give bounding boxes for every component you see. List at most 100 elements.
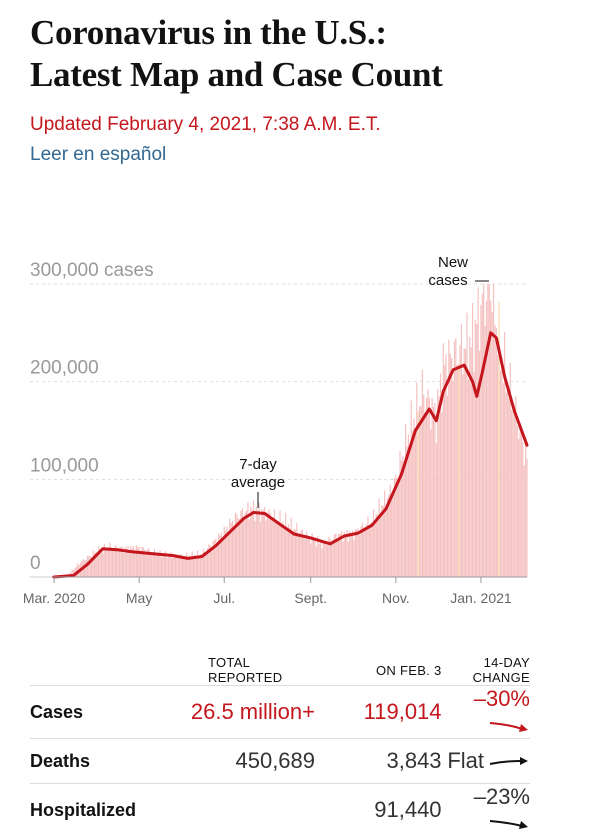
spanish-link[interactable]: Leer en español [30,144,166,166]
daily-bar [466,313,467,577]
daily-bar [157,553,158,577]
daily-bar [465,349,466,577]
daily-bar [352,530,353,577]
daily-bar [309,537,310,577]
daily-bar [397,479,398,577]
daily-bar [519,425,520,577]
headline: Coronavirus in the U.S.: Latest Map and … [30,12,580,96]
daily-bar [197,550,198,577]
daily-bar [331,542,332,577]
daily-bar [256,507,257,577]
daily-bar [461,324,462,577]
daily-bar [387,498,388,577]
daily-bar [211,548,212,577]
daily-bar [282,521,283,577]
daily-bar [451,358,452,577]
cases-change-cell: –30% [442,686,530,739]
cases-on-date: 119,014 [327,686,442,739]
headline-line-1: Coronavirus in the U.S.: [30,12,580,54]
daily-bar [166,558,167,577]
daily-bar [373,509,374,577]
daily-bar [458,364,459,577]
daily-bar [175,555,176,577]
daily-bar [344,532,345,577]
daily-bar [415,430,416,577]
daily-bar [218,533,219,577]
daily-bar [450,353,451,577]
daily-bar [398,479,399,577]
daily-bar [85,560,86,577]
daily-bar [105,549,106,577]
daily-bar [112,549,113,577]
daily-bar [155,556,156,577]
daily-bar [222,541,223,577]
daily-bar [391,499,392,577]
header-total-reported: TOTAL REPORTED [136,655,327,686]
daily-bar [411,401,412,577]
daily-bar [310,544,311,577]
daily-bar [281,525,282,577]
stats-table: TOTAL REPORTED ON FEB. 3 14-DAY CHANGE C… [30,655,530,836]
daily-bar [366,524,367,577]
cases-change: –30% [474,686,530,711]
daily-bar [359,535,360,577]
x-tick-label: Jan. 2021 [450,590,512,606]
daily-bar [263,510,264,577]
daily-bar [325,543,326,577]
daily-bar [518,439,519,577]
daily-bar [438,396,439,577]
daily-bar [261,509,262,577]
daily-bar [164,555,165,577]
daily-bar [161,557,162,577]
daily-bar [203,549,204,577]
daily-bar [183,557,184,577]
daily-bar [199,555,200,577]
daily-bar [190,558,191,577]
y-tick-label: 100,000 [30,455,99,476]
daily-bar [296,523,297,577]
daily-bar [145,552,146,577]
daily-bar [243,519,244,577]
daily-bar [427,389,428,577]
daily-bar [182,556,183,577]
daily-bar [526,459,527,577]
daily-bar [459,345,460,577]
daily-bar [406,446,407,577]
daily-bar [316,547,317,577]
daily-bar [422,370,423,577]
daily-bar [454,341,455,577]
daily-bar [300,530,301,577]
daily-bar [229,519,230,577]
daily-bar [303,535,304,577]
daily-bar [385,509,386,577]
daily-bar [457,365,458,577]
daily-bar [473,372,474,577]
daily-bar [505,393,506,577]
daily-bar [245,513,246,577]
daily-bar [314,539,315,577]
daily-bar [380,517,381,577]
x-tick-label: Sept. [294,590,327,606]
daily-bar [158,554,159,577]
daily-bar [224,526,225,577]
daily-bar [246,510,247,577]
daily-bar [286,529,287,577]
daily-bar [429,398,430,577]
down-arrow-icon [488,816,530,832]
row-label: Hospitalized [30,784,136,836]
daily-bar [351,534,352,577]
daily-bar [299,534,300,577]
down-arrow-icon [488,718,530,734]
daily-bar [483,284,484,577]
daily-bar [284,526,285,577]
stats-row-deaths: Deaths 450,689 3,843 Flat [30,739,530,784]
daily-bar [521,429,522,577]
daily-bar [278,523,279,577]
daily-bar [327,545,328,577]
daily-bar [88,556,89,577]
deaths-change-cell: Flat [442,739,530,784]
daily-bar [108,550,109,577]
daily-bar [323,540,324,577]
